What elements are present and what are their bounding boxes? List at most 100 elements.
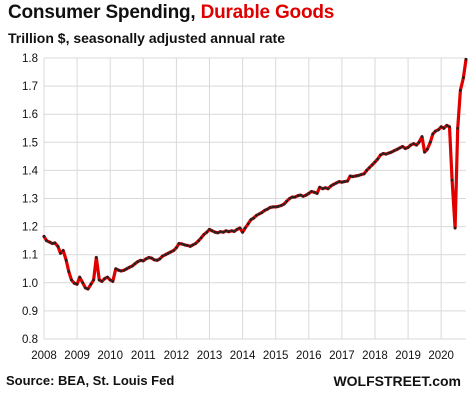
y-tick-label: 1.7	[22, 81, 38, 93]
y-tick-label: 1.0	[22, 278, 38, 290]
data-point	[255, 214, 258, 217]
data-point	[42, 235, 46, 238]
data-point	[346, 179, 349, 183]
data-point	[48, 240, 51, 244]
data-point	[326, 187, 330, 191]
data-point	[78, 275, 82, 279]
data-point	[199, 236, 203, 240]
data-point	[191, 243, 195, 247]
data-point	[131, 264, 134, 268]
data-point	[64, 258, 68, 262]
data-point	[61, 249, 65, 252]
chart-title: Consumer Spending, Durable Goods	[8, 2, 334, 24]
data-point	[73, 282, 76, 285]
y-tick-label: 1.4	[22, 165, 39, 177]
data-point	[194, 242, 198, 245]
data-point	[213, 230, 217, 234]
grid-lines	[43, 57, 466, 340]
data-point	[387, 151, 391, 155]
data-point	[133, 262, 137, 266]
chart-title-main: Consumer Spending,	[8, 2, 196, 23]
data-point	[232, 230, 236, 233]
y-tick-label: 1.2	[22, 222, 38, 234]
data-point	[456, 126, 460, 130]
data-point	[334, 181, 338, 185]
data-point	[108, 278, 112, 282]
data-point	[150, 256, 154, 260]
data-point	[75, 282, 79, 286]
data-point	[307, 192, 311, 195]
data-point	[53, 241, 57, 245]
data-point	[103, 277, 106, 280]
data-point	[127, 265, 131, 269]
data-point	[164, 253, 167, 257]
x-tick-label: 2020	[428, 350, 454, 362]
data-point	[158, 257, 162, 261]
data-point	[332, 183, 335, 186]
data-point	[365, 169, 369, 172]
series-line	[42, 57, 468, 291]
data-point	[381, 152, 385, 155]
data-point	[161, 254, 164, 258]
data-point	[246, 222, 250, 226]
data-point	[202, 233, 206, 236]
data-point	[185, 244, 189, 247]
data-point	[241, 230, 245, 234]
data-point	[373, 160, 377, 164]
data-point	[172, 249, 176, 252]
data-point	[462, 76, 465, 80]
x-tick-label: 2008	[31, 350, 57, 362]
data-point	[293, 195, 297, 199]
data-point	[175, 246, 178, 250]
y-axis: 0.8 0.9 1.0 1.1 1.2 1.3 1.4 1.5 1.6 1.7 1.8	[22, 53, 39, 346]
data-point	[274, 205, 278, 209]
y-tick-label: 1.5	[22, 137, 38, 149]
data-point	[227, 230, 231, 234]
data-point	[354, 174, 358, 178]
data-point	[321, 187, 325, 191]
data-point	[268, 206, 272, 209]
data-point	[276, 205, 280, 208]
data-point	[197, 239, 201, 243]
x-tick-label: 2013	[197, 350, 223, 362]
data-point	[404, 147, 407, 150]
data-point	[434, 129, 437, 133]
data-point	[222, 230, 225, 234]
data-point	[384, 152, 388, 156]
data-point	[392, 149, 396, 153]
y-tick-label: 0.9	[22, 306, 38, 318]
data-point	[315, 192, 319, 195]
data-point	[166, 251, 170, 255]
data-point	[266, 207, 269, 211]
data-point	[111, 280, 115, 283]
y-tick-label: 1.6	[22, 109, 38, 121]
data-point	[398, 146, 402, 150]
series-markers	[42, 58, 468, 291]
data-point	[362, 172, 366, 176]
data-point	[81, 281, 85, 285]
data-point	[279, 204, 283, 207]
data-point	[136, 260, 140, 264]
x-tick-label: 2018	[362, 350, 388, 362]
brand-label: WOLFSTREET.com	[333, 373, 461, 389]
data-point	[285, 199, 288, 203]
data-point	[141, 259, 145, 263]
data-point	[318, 185, 322, 189]
data-point	[299, 193, 302, 197]
data-point	[296, 194, 300, 198]
data-point	[343, 180, 346, 184]
data-point	[379, 153, 382, 157]
data-point	[106, 275, 109, 279]
data-point	[368, 166, 371, 170]
data-point	[86, 287, 90, 291]
y-tick-label: 1.3	[22, 194, 38, 206]
data-point	[406, 146, 410, 149]
data-point	[445, 124, 449, 127]
data-point	[208, 228, 211, 231]
data-point	[147, 256, 151, 259]
data-point	[56, 244, 60, 248]
data-point	[415, 143, 418, 147]
data-point	[290, 195, 294, 199]
data-point	[359, 173, 363, 177]
